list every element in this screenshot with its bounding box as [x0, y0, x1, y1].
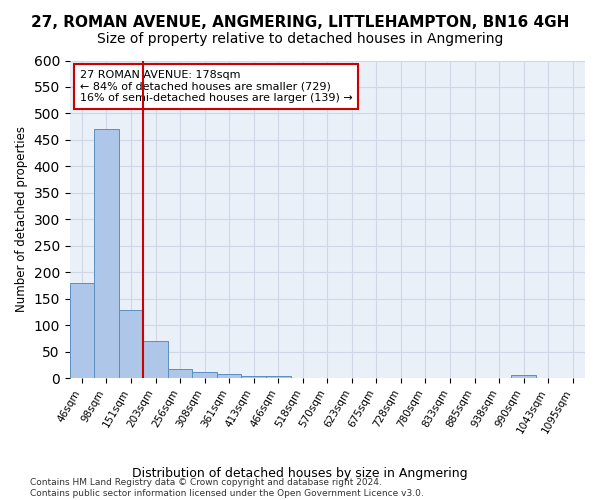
Bar — [143, 341, 168, 378]
Text: Size of property relative to detached houses in Angmering: Size of property relative to detached ho… — [97, 32, 503, 46]
Text: Distribution of detached houses by size in Angmering: Distribution of detached houses by size … — [132, 468, 468, 480]
Text: Contains HM Land Registry data © Crown copyright and database right 2024.
Contai: Contains HM Land Registry data © Crown c… — [30, 478, 424, 498]
Bar — [511, 375, 536, 378]
Bar — [193, 372, 217, 378]
Bar — [119, 310, 143, 378]
Bar — [94, 130, 119, 378]
Y-axis label: Number of detached properties: Number of detached properties — [15, 126, 28, 312]
Bar — [217, 374, 241, 378]
Text: 27, ROMAN AVENUE, ANGMERING, LITTLEHAMPTON, BN16 4GH: 27, ROMAN AVENUE, ANGMERING, LITTLEHAMPT… — [31, 15, 569, 30]
Bar — [266, 376, 290, 378]
Text: 27 ROMAN AVENUE: 178sqm
← 84% of detached houses are smaller (729)
16% of semi-d: 27 ROMAN AVENUE: 178sqm ← 84% of detache… — [80, 70, 353, 103]
Bar — [168, 368, 193, 378]
Bar — [241, 376, 266, 378]
Bar — [70, 283, 94, 378]
